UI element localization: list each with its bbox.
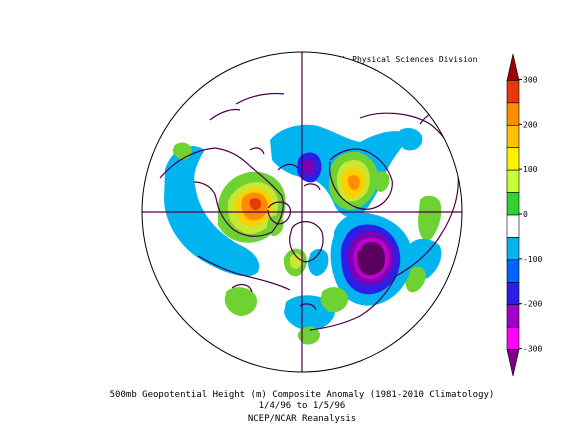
colorbar-swatch bbox=[506, 192, 520, 216]
anomaly-fields bbox=[164, 124, 442, 345]
anomaly-pos-npacific bbox=[224, 287, 258, 316]
coast-alaska bbox=[197, 255, 291, 291]
anomaly-pos-westpac bbox=[297, 326, 320, 345]
colorbar-tick-label: 100 bbox=[523, 165, 538, 174]
coast-hudson-bay bbox=[267, 201, 291, 225]
colorbar-swatch bbox=[506, 237, 520, 261]
colorbar-swatch bbox=[506, 214, 520, 238]
colorbar-swatch bbox=[506, 281, 520, 306]
anomaly-neg-alaska bbox=[398, 128, 423, 151]
anomaly-neg-siberia-300 bbox=[357, 241, 385, 276]
colorbar-swatch bbox=[506, 169, 520, 193]
colorbar-tick-label: -200 bbox=[523, 300, 542, 309]
anomaly-neg-pacific bbox=[164, 146, 260, 277]
colorbar-swatch bbox=[506, 349, 520, 377]
polar-map bbox=[141, 51, 463, 373]
colorbar-swatch bbox=[506, 326, 520, 350]
coast-east-asia bbox=[309, 275, 397, 331]
colorbar-tick-label: 200 bbox=[523, 120, 538, 129]
anomaly-neg-atlantic bbox=[308, 248, 329, 276]
colorbar-tick-label: 0 bbox=[523, 210, 528, 219]
colorbar-tick-label: 300 bbox=[523, 75, 538, 84]
colorbar-tick-label: -100 bbox=[523, 255, 542, 264]
anomaly-pos-ne-asia bbox=[418, 195, 442, 241]
anomaly-pos-europe-250 bbox=[348, 175, 360, 190]
colorbar-swatch bbox=[506, 124, 520, 149]
meridian-grid bbox=[142, 52, 462, 372]
globe-border bbox=[141, 51, 463, 373]
caption-line-2: 1/4/96 to 1/5/96 bbox=[259, 401, 346, 411]
colorbar-swatch bbox=[506, 80, 520, 104]
anomaly-pos-nepacific bbox=[320, 287, 349, 313]
anomaly-neg-arctic-inner bbox=[303, 159, 315, 175]
anomaly-pos-namerica-300 bbox=[249, 198, 262, 211]
caption-line-1: 500mb Geopotential Height (m) Composite … bbox=[110, 390, 495, 400]
colorbar-swatch bbox=[506, 102, 520, 126]
anomaly-pos-atlantic-150 bbox=[289, 253, 303, 269]
anomaly-pos-seasia bbox=[405, 266, 426, 293]
coast-greenland bbox=[289, 221, 324, 263]
colorbar-tick-label: -300 bbox=[523, 345, 542, 354]
anomaly-pos-asia bbox=[373, 171, 390, 192]
colorbar: 300 200 100 0 -100 -200 -300 bbox=[506, 53, 542, 377]
colorbar-swatch bbox=[506, 304, 520, 328]
credit-label: NOAA/ESRL Physical Sciences Division bbox=[304, 55, 478, 64]
coast-arctic-islands bbox=[249, 147, 321, 191]
colorbar-swatch bbox=[506, 259, 520, 283]
coast-north-america bbox=[159, 147, 284, 237]
colorbar-swatch bbox=[506, 53, 520, 81]
colorbar-swatch bbox=[506, 147, 520, 171]
coast-europe bbox=[329, 148, 393, 210]
caption-line-3: NCEP/NCAR Reanalysis bbox=[248, 414, 356, 424]
